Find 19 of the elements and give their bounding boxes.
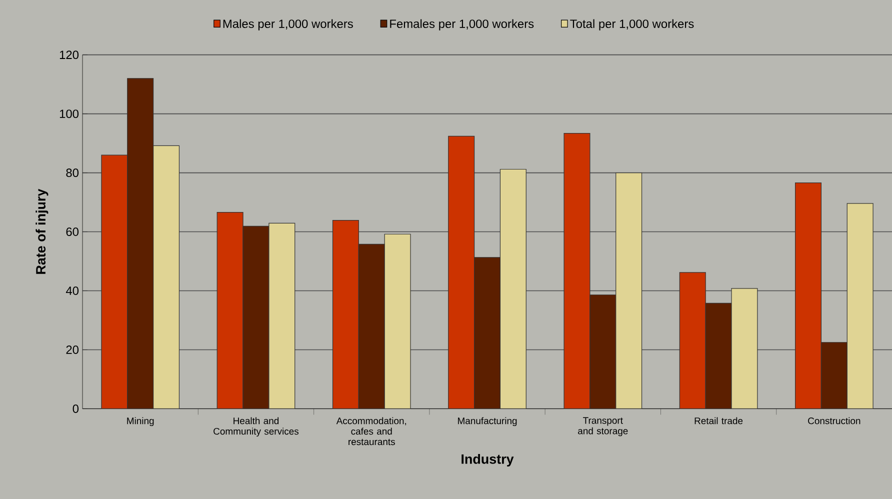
y-axis-title: Rate of injury bbox=[36, 188, 48, 274]
legend-label: Males per 1,000 workers bbox=[223, 19, 353, 30]
x-axis-title: Industry bbox=[462, 454, 514, 466]
y-tick-label: 20 bbox=[66, 345, 79, 354]
y-tick-label: 40 bbox=[66, 286, 79, 295]
x-tick-label: Manufacturing bbox=[458, 417, 517, 426]
y-tick-label: 100 bbox=[60, 109, 79, 118]
x-tick-label: Health and Community services bbox=[214, 417, 299, 436]
x-tick-label: Mining bbox=[127, 417, 154, 426]
x-tick-label: Accommodation, cafes and restaurants bbox=[336, 417, 406, 445]
legend-label: Females per 1,000 workers bbox=[390, 19, 534, 30]
x-tick-label: Retail trade bbox=[694, 417, 743, 424]
y-tick-label: 60 bbox=[66, 227, 79, 236]
legend-label: Total per 1,000 workers bbox=[570, 19, 694, 30]
y-tick-label: 80 bbox=[66, 168, 79, 177]
x-tick-label: Construction bbox=[808, 417, 860, 424]
y-tick-label: 120 bbox=[60, 50, 79, 59]
x-tick-label: Transport and storage bbox=[578, 417, 628, 436]
y-tick-label: 0 bbox=[72, 404, 79, 413]
